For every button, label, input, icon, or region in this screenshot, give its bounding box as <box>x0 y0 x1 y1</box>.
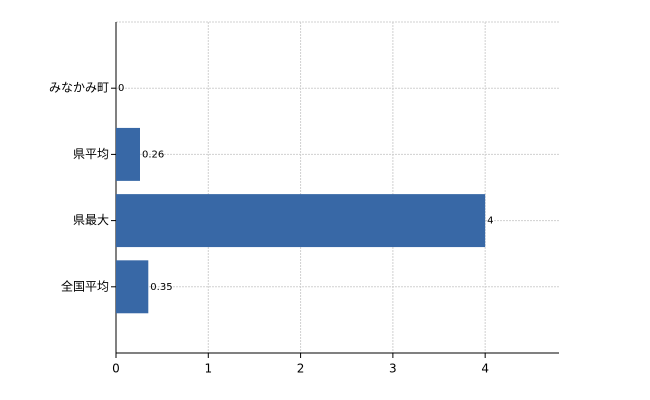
value-label: 0.35 <box>150 282 172 293</box>
value-label: 0.26 <box>142 149 164 160</box>
x-tick-label: 3 <box>389 362 397 376</box>
y-tick-label: 県平均 <box>73 147 109 161</box>
x-tick-label: 2 <box>297 362 305 376</box>
y-tick-label: 全国平均 <box>61 278 109 293</box>
bar <box>116 127 140 181</box>
x-tick-label: 4 <box>481 362 489 376</box>
value-label: 0 <box>118 83 124 94</box>
x-tick-label: 1 <box>204 362 212 376</box>
value-label: 4 <box>487 216 493 227</box>
bar <box>116 194 486 248</box>
y-tick-label: みなかみ町 <box>49 81 109 95</box>
y-tick-label: 県最大 <box>73 213 109 227</box>
bar <box>116 260 149 314</box>
x-tick-label: 0 <box>112 362 120 376</box>
